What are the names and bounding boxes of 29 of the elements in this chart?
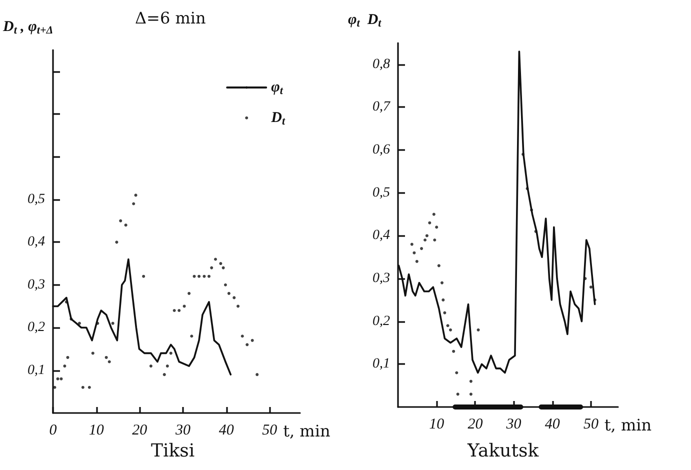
x-axis-title: t, min <box>604 416 652 434</box>
x-tick-label: 0 <box>49 422 58 438</box>
x-tick-label: 50 <box>583 416 599 432</box>
x-tick-label: 40 <box>218 422 234 438</box>
text: Yakutsk <box>466 440 540 462</box>
x-tick-label: 20 <box>132 422 148 438</box>
y-tick-label: 0,4 <box>28 234 45 250</box>
x-tick-label: 50 <box>262 422 278 438</box>
x-axis-title: t, min <box>283 422 330 440</box>
y-tick-label: 0,6 <box>372 142 390 158</box>
y-tick-label: 0,3 <box>28 277 45 292</box>
y-tick-label: 0,1 <box>28 362 45 378</box>
x-tick-label: 20 <box>468 416 484 432</box>
x-tick-label: 10 <box>88 422 104 438</box>
x-tick-label: 10 <box>429 416 445 432</box>
y-tick-label: 0,5 <box>372 185 390 200</box>
y-tick-label: 0,7 <box>372 100 391 115</box>
y-tick-label: 0,3 <box>372 271 390 286</box>
y-tick-label: 0,1 <box>372 356 390 372</box>
y-tick-label: 0,8 <box>372 56 390 72</box>
x-tick-label: 40 <box>544 416 560 432</box>
y-tick-label: 0,2 <box>28 320 45 336</box>
y-tick-label: 0,2 <box>372 314 390 329</box>
x-tick-label: 30 <box>174 422 191 438</box>
text: Δ=6 min <box>135 8 206 28</box>
text: Tiksi <box>151 440 195 462</box>
x-tick-label: 30 <box>505 416 522 432</box>
y-tick-label: 0,5 <box>28 192 45 207</box>
y-tick-label: 0,4 <box>372 228 390 244</box>
